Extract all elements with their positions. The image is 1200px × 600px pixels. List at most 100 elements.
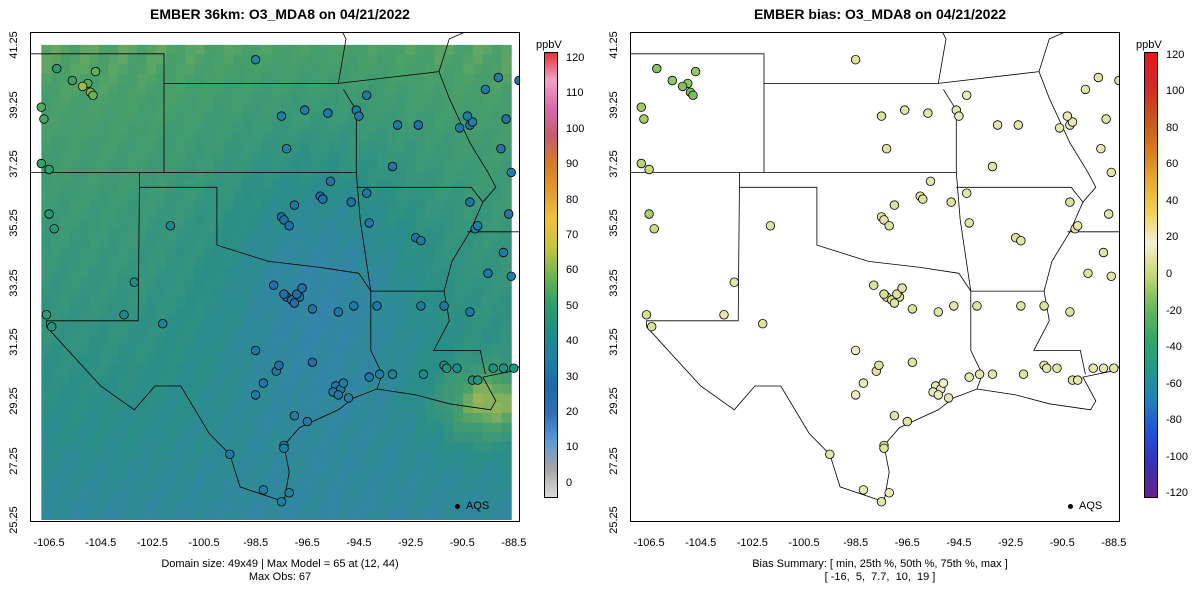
aqs-station-marker [1104, 209, 1114, 219]
aqs-station-marker [1065, 197, 1075, 207]
aqs-station-marker [850, 55, 861, 65]
aqs-station-marker [879, 215, 889, 225]
y-tick-label: 27.25 [8, 446, 20, 475]
aqs-marker-icon [455, 503, 460, 509]
aqs-station-marker [1042, 363, 1052, 373]
aqs-station-marker [268, 280, 279, 290]
aqs-station-marker [372, 301, 382, 311]
y-tick-label: 41.25 [608, 31, 620, 60]
o3-model-map [31, 33, 519, 521]
aqs-station-marker [757, 319, 768, 329]
aqs-station-marker [907, 304, 918, 314]
aqs-station-marker [374, 369, 385, 379]
aqs-station-marker [39, 114, 49, 124]
aqs-station-marker [439, 301, 449, 311]
aqs-station-marker [1039, 301, 1049, 311]
aqs-station-marker [496, 143, 506, 154]
map-title: EMBER bias: O3_MDA8 on 04/21/2022 [753, 6, 1007, 22]
aqs-station-marker [649, 224, 659, 234]
x-tick-label: -90.5 [449, 537, 475, 549]
aqs-station-marker [1065, 307, 1075, 317]
aqs-station-marker [514, 75, 519, 86]
aqs-station-marker [1052, 363, 1062, 373]
aqs-station-marker [501, 114, 511, 124]
bias-map-panel: EMBER bias: O3_MDA8 on 04/21/2022 25.25 2… [600, 0, 1200, 600]
colorbar-tick-label: 50 [566, 299, 579, 312]
x-tick-label: -98.5 [243, 537, 269, 549]
aqs-station-marker [962, 90, 972, 101]
aqs-station-marker [897, 283, 907, 293]
aqs-station-marker [1016, 301, 1026, 311]
y-tick-label: 31.25 [8, 328, 20, 356]
aqs-station-marker [488, 363, 498, 373]
aqs-station-marker [1054, 123, 1065, 133]
x-tick-label: -104.5 [685, 537, 717, 549]
aqs-station-marker [289, 298, 300, 308]
colorbar-tick-label: -20 [1166, 304, 1182, 317]
aqs-station-marker [250, 390, 261, 400]
colorbar-tick-label: 60 [566, 264, 579, 277]
aqs-station-marker [874, 360, 884, 371]
aqs-legend: AQS [1068, 500, 1102, 512]
aqs-station-marker [165, 221, 176, 231]
aqs-station-marker [354, 111, 364, 121]
aqs-station-marker [157, 319, 168, 329]
bias-summary-header: Bias Summary: [ min, 25th %, 50th %, 75t… [752, 558, 1008, 570]
aqs-station-marker [364, 372, 374, 382]
aqs-station-marker [1018, 369, 1029, 379]
aqs-station-marker [1114, 75, 1119, 86]
aqs-station-marker [454, 123, 465, 133]
domain-summary: Domain size: 49x49 | Max Model = 65 at (… [161, 558, 399, 570]
aqs-station-marker [77, 81, 88, 92]
aqs-station-marker [677, 81, 688, 92]
aqs-station-marker [44, 164, 54, 175]
aqs-station-marker [644, 164, 654, 175]
aqs-station-marker [509, 363, 519, 373]
aqs-station-marker [933, 390, 944, 400]
aqs-station-marker [279, 289, 289, 299]
aqs-station-marker [279, 215, 289, 225]
x-tick-label: -94.5 [346, 537, 372, 549]
colorbar-tick-label: 70 [566, 229, 579, 242]
aqs-station-marker [923, 108, 933, 118]
aqs-station-marker [44, 209, 54, 219]
aqs-station-marker [418, 369, 429, 379]
aqs-station-marker [467, 117, 478, 127]
colorbar-unit: ppbV [536, 39, 562, 51]
aqs-station-marker [719, 310, 729, 320]
aqs-station-marker [364, 218, 374, 228]
aqs-station-marker [884, 488, 894, 498]
aqs-marker-icon [1068, 503, 1073, 509]
aqs-station-marker [902, 416, 913, 427]
x-tick-label: -92.5 [998, 537, 1024, 549]
colorbar-tick-label: 40 [1166, 194, 1179, 207]
aqs-station-marker [690, 66, 701, 77]
aqs-station-marker [892, 289, 902, 299]
aqs-station-marker [276, 111, 287, 121]
colorbar-tick-label: 80 [1166, 121, 1179, 134]
aqs-station-marker [964, 218, 974, 228]
colorbar-tick-label: 20 [566, 406, 579, 419]
x-tick-label: -88.5 [1101, 537, 1127, 549]
aqs-station-marker [964, 372, 974, 382]
aqs-stations [636, 55, 1119, 507]
x-tick-label: -106.5 [33, 537, 65, 549]
colorbar-tick-label: 60 [1166, 158, 1179, 171]
x-tick-label: -104.5 [85, 537, 117, 549]
aqs-station-marker [1106, 167, 1117, 178]
aqs-station-marker [876, 497, 887, 507]
x-tick-label: -102.5 [736, 537, 768, 549]
aqs-station-marker [858, 378, 869, 388]
aqs-station-marker [279, 443, 289, 454]
aqs-station-marker [949, 301, 959, 311]
aqs-station-marker [250, 345, 261, 356]
aqs-station-marker [868, 280, 879, 290]
x-tick-label: -106.5 [633, 537, 665, 549]
aqs-station-marker [938, 378, 949, 388]
aqs-station-marker [1080, 84, 1091, 95]
x-tick-label: -92.5 [398, 537, 424, 549]
aqs-station-marker [1096, 143, 1106, 154]
aqs-station-marker [641, 310, 652, 320]
aqs-station-marker [850, 345, 861, 356]
y-tick-label: 33.25 [8, 268, 20, 297]
